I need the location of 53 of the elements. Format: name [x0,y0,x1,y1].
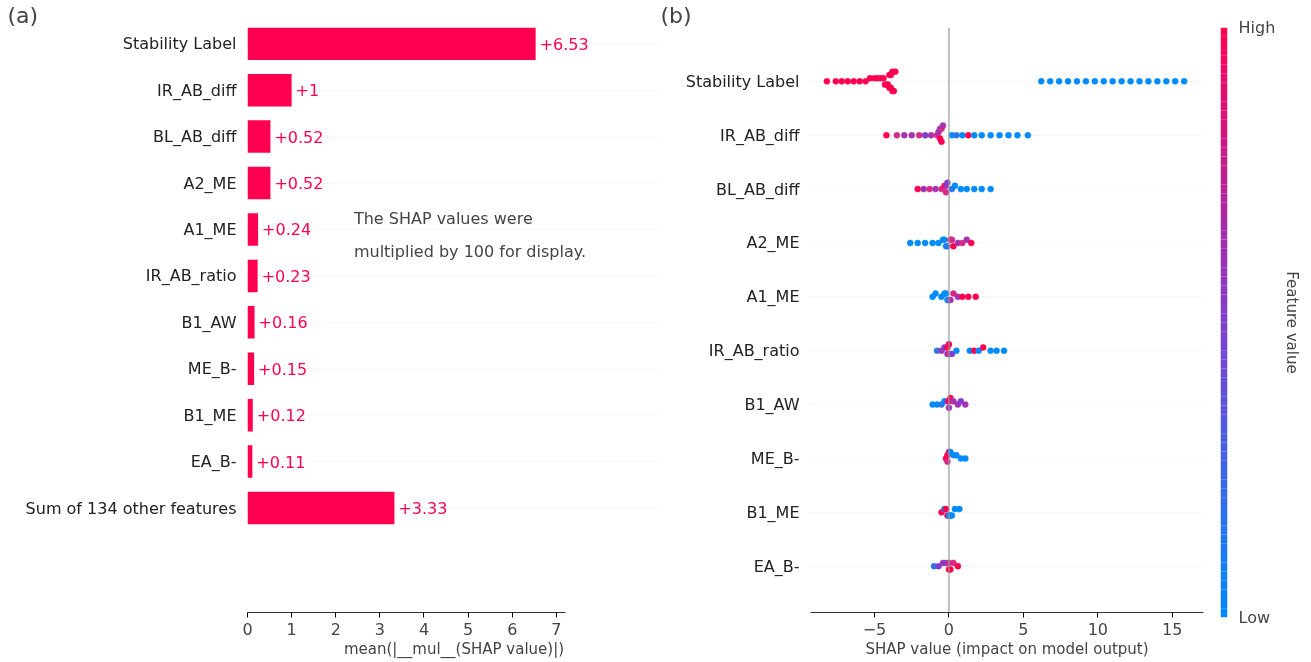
x-tick-label: 5 [463,619,474,639]
y-tick-label: A2_ME [183,173,237,194]
x-tick-label: 6 [507,619,518,639]
x-tick-label: 5 [1018,619,1029,639]
y-tick-label: A1_ME [183,219,237,240]
y-tick-label: Stability Label [122,34,237,54]
x-tick-label: −5 [862,619,887,639]
y-tick-label: Stability Label [685,71,800,91]
data-label: +0.12 [256,406,306,426]
y-tick-label: ME_B- [750,448,800,469]
x-tick-label: 2 [330,619,341,639]
text: (a) [7,2,39,28]
data-label: +0.24 [262,220,312,240]
data-label: +0.52 [274,174,324,194]
color-bar-label: Low [1238,608,1271,627]
y-tick-label: B1_AW [181,312,237,333]
data-label: +1 [295,81,320,101]
y-tick-label: EA_B- [190,452,237,473]
data-label: +0.23 [261,266,311,286]
data-label: +6.53 [539,34,589,54]
y-tick-label: ME_B- [187,359,237,380]
chart-title: (b) [660,2,692,28]
x-tick-label: 15 [1162,619,1183,639]
x-axis-title: SHAP value (impact on model output) [865,639,1149,658]
y-tick-label: IR_AB_diff [157,80,238,101]
x-tick-label: 10 [1087,619,1108,639]
color-bar-title: Feature value [1283,271,1302,374]
data-label: +0.11 [256,452,306,472]
x-tick-label: 0 [242,619,253,639]
y-tick-label: Sum of 134 other features [25,498,237,518]
y-tick-label: IR_AB_ratio [708,341,800,362]
y-tick-label: B1_ME [183,405,237,426]
data-label: +0.16 [258,313,308,333]
x-tick-label: 0 [943,619,955,639]
data-label: +3.33 [398,499,448,519]
y-tick-label: BL_AB_diff [716,179,801,200]
x-tick-label: 7 [551,619,562,639]
x-tick-label: 1 [286,619,297,639]
x-tick-label: 4 [418,619,430,639]
y-tick-label: A2_ME [746,233,800,254]
y-tick-label: BL_AB_diff [153,127,238,148]
x-axis-title: mean(|__mul__(SHAP value)|) [343,639,565,659]
x-tick-label: 3 [374,619,385,639]
data-label: +0.52 [274,127,324,147]
y-tick-label: A1_ME [746,287,800,308]
y-tick-label: IR_AB_diff [720,125,801,146]
y-tick-label: IR_AB_ratio [145,266,237,287]
data-label: +0.15 [258,359,308,379]
y-tick-label: EA_B- [753,556,800,577]
y-tick-label: B1_AW [744,395,800,416]
annotation: The SHAP values were multiplied by 100 for display. [352,208,586,261]
y-tick-label: B1_ME [746,502,800,523]
color-bar-label: High [1238,18,1276,37]
